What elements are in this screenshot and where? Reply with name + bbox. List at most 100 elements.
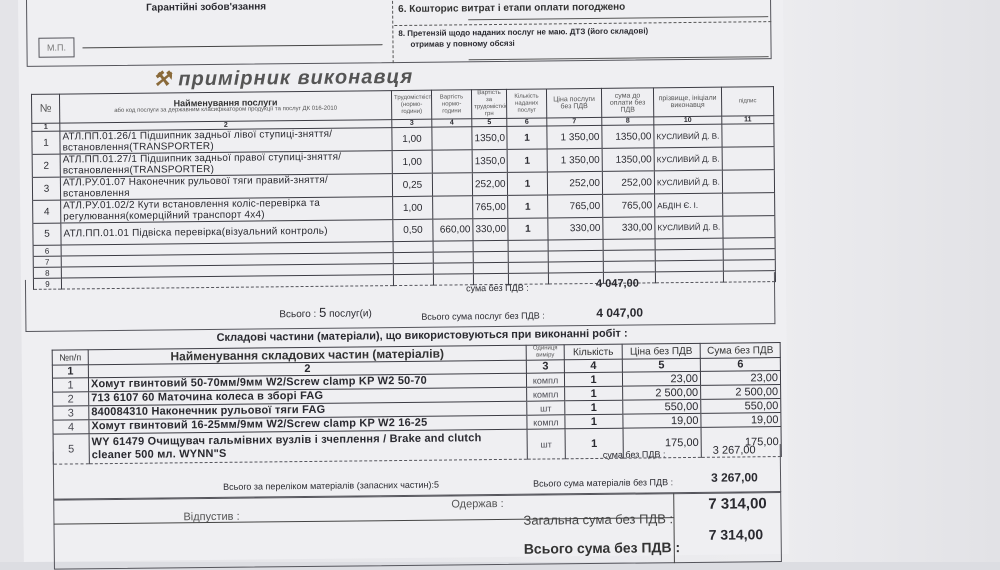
cell-empty bbox=[603, 238, 656, 251]
cell-rate bbox=[431, 126, 473, 151]
cell-unit: компл bbox=[526, 372, 565, 388]
cell-name: АТЛ.ПП.01.26/1 Підшипник задньої лівої с… bbox=[59, 127, 393, 155]
cell-empty bbox=[473, 240, 509, 252]
cell-empty bbox=[508, 250, 549, 263]
cell-price: 1 350,00 bbox=[547, 148, 603, 172]
col-number: 3 bbox=[526, 359, 565, 374]
cell-sum: 1350,00 bbox=[602, 147, 655, 172]
cell-cost: 1350,0 bbox=[471, 126, 508, 150]
cell-rate bbox=[432, 172, 473, 197]
cell-n: 4 bbox=[32, 200, 61, 224]
cell-empty bbox=[393, 252, 434, 264]
document-page: Гарантійні зобов'язання М.П. 6. Кошторис… bbox=[18, 0, 789, 570]
materials-total-label: Всього сума матеріалів без ПДВ : bbox=[533, 477, 674, 489]
cell-unit: компл bbox=[526, 386, 565, 402]
cell-worker: КУСЛИВИЙ Д. В. bbox=[653, 124, 723, 148]
cell-signature bbox=[722, 192, 775, 217]
cell-qty: 1 bbox=[507, 148, 548, 173]
cell-qty: 1 bbox=[564, 386, 623, 401]
cell-price: 252,00 bbox=[547, 171, 603, 195]
cell-empty bbox=[433, 251, 474, 264]
cell-worker: АБДІН Є. І. bbox=[654, 193, 723, 217]
cell-n: 3 bbox=[52, 405, 89, 421]
grand-total-value: 7 314,00 bbox=[708, 495, 767, 513]
cell-n: 2 bbox=[32, 154, 61, 178]
services-table: № Найменування послуги або код послуги за… bbox=[31, 86, 776, 290]
cell-price: 765,00 bbox=[547, 194, 603, 218]
services-totals-box bbox=[24, 272, 776, 332]
total-value: 7 314,00 bbox=[708, 526, 764, 543]
cell-n: 8 bbox=[33, 267, 62, 279]
cell-price: 23,00 bbox=[622, 371, 701, 387]
cell-n: 2 bbox=[52, 391, 89, 407]
cell-signature bbox=[722, 169, 775, 194]
grand-total-label: Загальна сума без ПДВ : bbox=[523, 511, 674, 528]
col-header: Сума без ПДВ bbox=[700, 342, 781, 359]
cell-signature bbox=[721, 123, 775, 148]
stamp-box: М.П. bbox=[38, 37, 75, 58]
cell-unit: шт bbox=[526, 400, 565, 416]
cell-cost: 1350,0 bbox=[472, 149, 508, 173]
cell-sum: 23,00 bbox=[700, 370, 781, 386]
cell-worker: КУСЛИВИЙ Д. В. bbox=[654, 170, 723, 194]
cell-sum: 252,00 bbox=[602, 170, 655, 195]
cell-empty bbox=[548, 239, 604, 251]
col-header: Кількість bbox=[564, 344, 623, 360]
cell-empty bbox=[603, 249, 656, 262]
cell-empty bbox=[393, 241, 434, 253]
col-header: Ціна без ПДВ bbox=[622, 343, 701, 360]
claims-label-2: отримав у повному обсязі bbox=[410, 38, 515, 49]
cell-cost: 252,00 bbox=[472, 172, 508, 196]
cell-empty bbox=[723, 237, 776, 250]
materials-sum-value: 3 267,00 bbox=[712, 444, 756, 457]
cell-worker: КУСЛИВИЙ Д. В. bbox=[654, 147, 723, 171]
cell-unit: компл bbox=[526, 414, 566, 430]
cell-rate: 660,00 bbox=[432, 218, 474, 242]
materials-sum-label: сума без ПДВ : bbox=[602, 449, 666, 460]
cell-empty bbox=[433, 262, 474, 275]
copy-title-text: примірник виконавця bbox=[178, 65, 414, 91]
cell-qty: 1 bbox=[564, 372, 623, 387]
col-header: підпис bbox=[721, 86, 774, 117]
cell-cost: 330,00 bbox=[472, 218, 509, 241]
cell-empty bbox=[393, 263, 434, 275]
cell-hours: 1,00 bbox=[392, 196, 433, 220]
cell-price: 550,00 bbox=[622, 399, 701, 415]
col-number: 1 bbox=[52, 364, 89, 379]
col-header-name: Найменування послуги або код послуги за д… bbox=[59, 90, 392, 124]
cell-signature bbox=[722, 215, 776, 239]
cell-empty bbox=[603, 260, 656, 273]
guarantee-label: Гарантійні зобов'язання bbox=[146, 1, 267, 14]
col-header: Трудомісткість (нормо-години) bbox=[391, 90, 432, 120]
cell-qty: 1 bbox=[506, 125, 548, 150]
cell-sum: 765,00 bbox=[602, 193, 655, 218]
released-label: Відпустив : bbox=[183, 510, 240, 524]
cell-empty bbox=[655, 260, 724, 272]
materials-totals-box bbox=[52, 444, 782, 500]
cell-qty: 1 bbox=[564, 414, 624, 429]
col-header: Вартість за трудомісткістю, грн bbox=[471, 89, 507, 119]
total-label: Всього сума без ПДВ : bbox=[523, 539, 681, 557]
cell-name: АТЛ.РУ.01.07 Наконечник рульової тяги пр… bbox=[60, 173, 393, 201]
cell-n: 1 bbox=[52, 377, 89, 393]
col-number: 5 bbox=[622, 358, 701, 373]
cell-sum: 2 500,00 bbox=[700, 384, 781, 400]
cell-empty bbox=[723, 248, 776, 261]
cell-qty: 1 bbox=[507, 171, 548, 196]
cell-hours: 0,25 bbox=[392, 173, 433, 197]
cell-sum: 1350,00 bbox=[601, 124, 655, 149]
cell-n: 4 bbox=[52, 419, 90, 435]
cell-n: 3 bbox=[32, 177, 61, 201]
cell-sum: 550,00 bbox=[700, 398, 781, 414]
cell-empty bbox=[473, 262, 509, 274]
cell-empty bbox=[508, 261, 549, 274]
copy-title: ⚒ примірник виконавця bbox=[153, 64, 414, 92]
col-header: прізвище, ініціали виконавця bbox=[653, 87, 722, 117]
cell-empty bbox=[548, 250, 604, 262]
cell-sum: 19,00 bbox=[700, 412, 782, 428]
col-number: 4 bbox=[564, 359, 623, 373]
cell-cost: 765,00 bbox=[472, 195, 508, 219]
tools-icon: ⚒ bbox=[152, 68, 172, 91]
cell-signature bbox=[722, 146, 775, 171]
cell-hours: 1,00 bbox=[391, 127, 433, 151]
